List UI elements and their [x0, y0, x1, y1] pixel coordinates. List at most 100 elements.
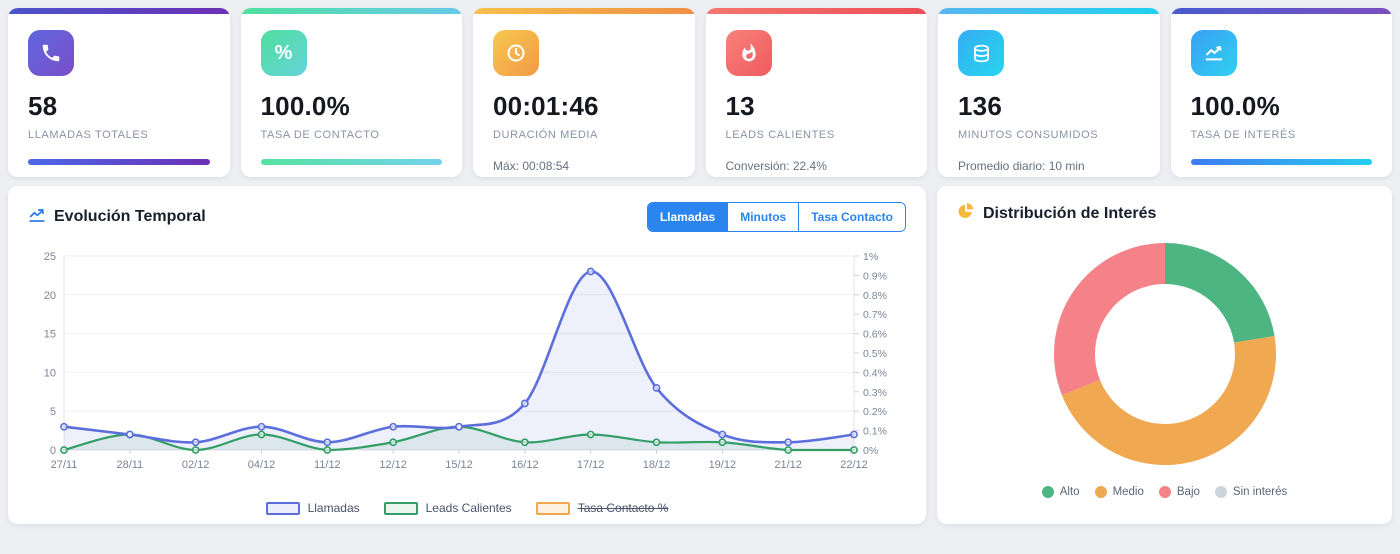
svg-text:15: 15 [44, 329, 56, 341]
donut-slice-alto[interactable] [1164, 243, 1275, 343]
svg-text:02/12: 02/12 [182, 459, 210, 471]
progress-bar [260, 159, 442, 165]
legend-swatch [265, 501, 300, 515]
kpi-value: 136 [958, 91, 1002, 121]
kpi-label: TASA DE INTERÉS [1190, 129, 1296, 141]
tab-llamadas[interactable]: Llamadas [647, 203, 728, 231]
kpi-label: TASA DE CONTACTO [260, 129, 380, 141]
tab-minutos[interactable]: Minutos [727, 203, 799, 231]
svg-text:0.7%: 0.7% [863, 309, 887, 321]
charts-row: Evolución Temporal Llamadas Minutos Tasa… [0, 177, 1400, 532]
card-accent [473, 8, 695, 14]
kpi-value: 00:01:46 [493, 91, 599, 121]
legend-swatch [1214, 486, 1227, 498]
tab-tasa-contacto[interactable]: Tasa Contacto [798, 203, 905, 231]
kpi-value: 100.0% [1190, 91, 1280, 121]
interest-panel-header: Distribución de Interés [957, 202, 1372, 225]
interest-panel-title: Distribución de Interés [957, 202, 1156, 225]
legend-swatch [1041, 486, 1054, 498]
line-chart-legend: Llamadas Leads Calientes Tasa Contacto % [28, 501, 906, 515]
kpi-card-tasa-contacto: % 100.0% TASA DE CONTACTO [240, 8, 462, 177]
legend-label: Sin interés [1232, 486, 1288, 498]
kpi-card-duracion-media: 00:01:46 DURACIÓN MEDIA Máx: 00:08:54 [473, 8, 695, 177]
svg-text:0.8%: 0.8% [863, 290, 887, 302]
donut-legend: Alto Medio Bajo Sin interés [1041, 486, 1288, 498]
svg-text:18/12: 18/12 [643, 459, 671, 471]
pie-chart-icon [957, 202, 975, 225]
svg-text:0.3%: 0.3% [863, 387, 887, 399]
kpi-card-leads-calientes: 13 LEADS CALIENTES Conversión: 22.4% [705, 8, 927, 177]
legend-item-llamadas[interactable]: Llamadas [265, 501, 360, 515]
line-chart: 25 20 15 10 5 0 1% 0.9% 0.8% 0.7% 0.6% 0.5% 0.4% 0.3%… [28, 244, 906, 499]
legend-item-tasa-contacto[interactable]: Tasa Contacto % [535, 501, 669, 515]
svg-text:16/12: 16/12 [511, 459, 539, 471]
card-accent [705, 8, 927, 14]
donut-chart [1046, 235, 1284, 478]
kpi-subtext: Conversión: 22.4% [725, 159, 827, 173]
svg-text:22/12: 22/12 [840, 459, 868, 471]
card-accent [240, 8, 462, 14]
svg-text:0.5%: 0.5% [863, 348, 887, 360]
svg-text:21/12: 21/12 [774, 459, 802, 471]
interest-title-text: Distribución de Interés [983, 204, 1157, 222]
clock-icon [493, 30, 539, 76]
legend-item-sin-inter-s[interactable]: Sin interés [1214, 486, 1288, 498]
svg-text:20: 20 [44, 290, 56, 302]
legend-swatch [535, 501, 570, 515]
legend-label: Leads Calientes [425, 501, 512, 515]
evolution-panel: Evolución Temporal Llamadas Minutos Tasa… [8, 186, 926, 524]
card-accent [938, 8, 1160, 14]
legend-swatch [383, 501, 418, 515]
svg-text:1%: 1% [863, 251, 878, 263]
kpi-value: 58 [28, 91, 58, 121]
legend-label: Tasa Contacto % [577, 501, 669, 515]
progress-bar [1190, 159, 1372, 165]
svg-text:28/11: 28/11 [116, 459, 143, 471]
svg-text:17/12: 17/12 [577, 459, 605, 471]
phone-icon [28, 30, 74, 76]
evolution-title-text: Evolución Temporal [54, 208, 206, 225]
legend-label: Bajo [1176, 486, 1200, 498]
svg-text:0.1%: 0.1% [863, 426, 887, 438]
kpi-subtext: Promedio diario: 10 min [958, 159, 1085, 173]
svg-text:04/12: 04/12 [248, 459, 276, 471]
line-chart-icon [28, 206, 46, 229]
legend-item-leads-calientes[interactable]: Leads Calientes [383, 501, 512, 515]
percent-icon: % [260, 30, 307, 76]
legend-swatch [1158, 486, 1171, 498]
card-accent [1170, 8, 1392, 14]
svg-text:25: 25 [44, 251, 56, 263]
legend-item-medio[interactable]: Medio [1094, 486, 1144, 498]
interest-panel: Distribución de Interés Alto Medio Bajo Sin… [937, 186, 1392, 524]
flame-icon [725, 30, 772, 76]
kpi-label: MINUTOS CONSUMIDOS [958, 129, 1099, 141]
svg-text:0.2%: 0.2% [863, 406, 887, 418]
svg-text:15/12: 15/12 [445, 459, 473, 471]
legend-item-bajo[interactable]: Bajo [1158, 486, 1200, 498]
kpi-cards-row: 58 LLAMADAS TOTALES % 100.0% TASA DE CON… [0, 0, 1400, 177]
dashboard: 58 LLAMADAS TOTALES % 100.0% TASA DE CON… [0, 0, 1400, 532]
kpi-card-llamadas-totales: 58 LLAMADAS TOTALES [8, 8, 230, 177]
chart-line-icon [1190, 30, 1237, 76]
svg-text:5: 5 [50, 406, 56, 418]
svg-text:19/12: 19/12 [709, 459, 737, 471]
legend-item-alto[interactable]: Alto [1041, 486, 1080, 498]
kpi-card-minutos-consumidos: 136 MINUTOS CONSUMIDOS Promedio diario: … [938, 8, 1160, 177]
legend-label: Alto [1059, 486, 1080, 498]
evolution-panel-title: Evolución Temporal [28, 206, 206, 229]
kpi-label: LLAMADAS TOTALES [28, 129, 149, 141]
coins-icon [958, 30, 1004, 76]
kpi-card-tasa-interes: 100.0% TASA DE INTERÉS [1170, 8, 1392, 177]
legend-label: Llamadas [307, 501, 360, 515]
svg-text:10: 10 [44, 367, 56, 379]
kpi-label: DURACIÓN MEDIA [493, 129, 598, 141]
donut-slice-medio[interactable] [1061, 336, 1276, 466]
kpi-label: LEADS CALIENTES [725, 129, 835, 141]
svg-text:0.6%: 0.6% [863, 329, 887, 341]
evolution-panel-header: Evolución Temporal Llamadas Minutos Tasa… [28, 202, 906, 232]
svg-text:27/11: 27/11 [51, 459, 78, 471]
donut-chart-svg [1053, 243, 1276, 466]
donut-slice-bajo[interactable] [1053, 243, 1165, 396]
kpi-value: 13 [725, 91, 755, 121]
svg-text:11/12: 11/12 [314, 459, 341, 471]
